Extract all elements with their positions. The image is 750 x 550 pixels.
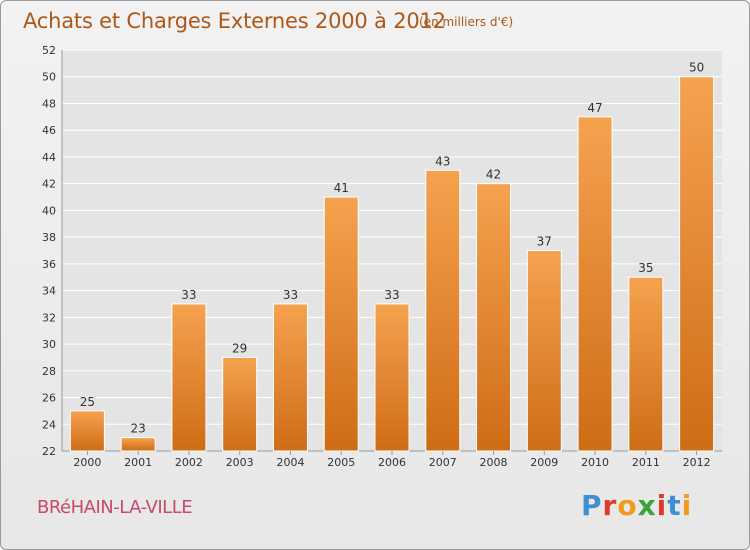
bar-2001 bbox=[120, 437, 156, 452]
bar-2005 bbox=[323, 196, 359, 452]
bar-2007 bbox=[425, 169, 461, 452]
x-tick-label: 2004 bbox=[276, 456, 304, 469]
y-tick-label: 28 bbox=[42, 365, 56, 378]
data-label-2010: 47 bbox=[587, 101, 602, 115]
data-label-2009: 37 bbox=[537, 235, 552, 249]
data-label-2007: 43 bbox=[435, 154, 450, 168]
y-tick-label: 38 bbox=[42, 231, 56, 244]
bar-2003 bbox=[222, 356, 258, 452]
data-label-2000: 25 bbox=[80, 395, 95, 409]
data-label-2008: 42 bbox=[486, 168, 501, 182]
x-tick-label: 2005 bbox=[327, 456, 355, 469]
bar-2009 bbox=[526, 250, 562, 452]
x-tick-label: 2001 bbox=[124, 456, 152, 469]
y-tick-label: 48 bbox=[42, 97, 56, 110]
x-tick-label: 2010 bbox=[581, 456, 609, 469]
y-tick-label: 22 bbox=[42, 445, 56, 458]
y-tick-label: 46 bbox=[42, 124, 56, 137]
data-label-2012: 50 bbox=[689, 61, 704, 75]
x-tick-label: 2003 bbox=[226, 456, 254, 469]
data-label-2011: 35 bbox=[638, 261, 653, 275]
x-tick-label: 2009 bbox=[530, 456, 558, 469]
data-label-2004: 33 bbox=[283, 288, 298, 302]
bar-2012 bbox=[679, 76, 715, 452]
x-axis: 2000 2001 2002 2003 2004 2005 2006 2007 2008 2009… bbox=[73, 451, 711, 469]
x-tick-label: 2008 bbox=[480, 456, 508, 469]
bar-2006 bbox=[374, 303, 410, 452]
x-tick-label: 2002 bbox=[175, 456, 203, 469]
x-tick-label: 2000 bbox=[73, 456, 101, 469]
chart-title: Achats et Charges Externes 2000 à 2012 bbox=[23, 9, 446, 33]
bars: 25 23 33 29 33 41 33 43 42 37 47 35 50 bbox=[69, 61, 715, 452]
bar-2000 bbox=[69, 410, 105, 452]
y-tick-label: 44 bbox=[42, 151, 56, 164]
bar-2008 bbox=[476, 183, 512, 452]
chart-subtitle: (en milliers d'€) bbox=[419, 15, 514, 29]
proxiti-logo: Proxiti bbox=[581, 489, 693, 522]
bar-2011 bbox=[628, 276, 664, 452]
y-tick-label: 24 bbox=[42, 418, 56, 431]
data-label-2006: 33 bbox=[384, 288, 399, 302]
commune-name: BRéHAIN-LA-VILLE bbox=[37, 497, 193, 518]
data-label-2001: 23 bbox=[131, 422, 146, 436]
y-tick-label: 26 bbox=[42, 392, 56, 405]
x-tick-label: 2007 bbox=[429, 456, 457, 469]
y-tick-label: 50 bbox=[42, 71, 56, 84]
y-tick-label: 32 bbox=[42, 311, 56, 324]
data-label-2003: 29 bbox=[232, 341, 247, 355]
y-tick-label: 42 bbox=[42, 178, 56, 191]
data-label-2005: 41 bbox=[334, 181, 349, 195]
y-tick-label: 40 bbox=[42, 204, 56, 217]
x-tick-label: 2006 bbox=[378, 456, 406, 469]
y-tick-label: 36 bbox=[42, 258, 56, 271]
bar-2010 bbox=[577, 116, 613, 452]
data-label-2002: 33 bbox=[181, 288, 196, 302]
y-tick-label: 34 bbox=[42, 285, 56, 298]
y-tick-label: 30 bbox=[42, 338, 56, 351]
bar-2002 bbox=[171, 303, 207, 452]
bar-2004 bbox=[272, 303, 308, 452]
y-tick-label: 52 bbox=[42, 44, 56, 57]
x-tick-label: 2012 bbox=[683, 456, 711, 469]
x-tick-label: 2011 bbox=[632, 456, 660, 469]
